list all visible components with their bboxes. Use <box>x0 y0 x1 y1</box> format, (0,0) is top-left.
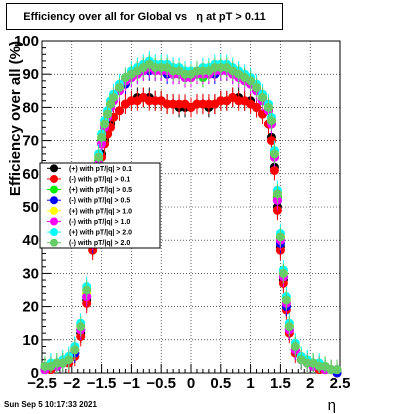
data-point <box>76 322 86 332</box>
legend-label: (+) with pT/|q| > 0.1 <box>69 166 132 173</box>
footer-timestamp: Sun Sep 5 10:17:33 2021 <box>4 400 97 409</box>
data-point <box>278 268 288 278</box>
legend-label: (-) with pT/|q| > 2.0 <box>69 240 130 247</box>
y-tick-label: 30 <box>22 265 39 282</box>
data-point <box>97 132 107 142</box>
legend: (+) with pT/|q| > 0.1 (-) with pT/|q| > 0… <box>39 162 161 249</box>
x-tick-label: −0.5 <box>146 375 176 392</box>
legend-marker <box>50 164 58 173</box>
data-point <box>266 136 276 146</box>
x-tick-label: −1.5 <box>87 375 117 392</box>
legend-marker <box>50 238 58 247</box>
legend-label: (-) with pT/|q| > 1.0 <box>69 219 130 226</box>
x-tick-label: 0 <box>187 375 195 392</box>
data-point <box>275 232 285 242</box>
data-point <box>263 102 273 112</box>
y-tick-label: 0 <box>31 365 39 382</box>
x-tick-label: 1 <box>246 375 254 392</box>
legend-label: (+) with pT/|q| > 0.5 <box>69 187 132 194</box>
legend-marker <box>50 206 58 215</box>
y-tick-label: 90 <box>22 66 39 83</box>
x-tick-label: 0.5 <box>210 375 231 392</box>
data-point <box>252 102 262 112</box>
y-tick-label: 40 <box>22 232 39 249</box>
x-tick-label: 1.5 <box>270 375 291 392</box>
legend-marker <box>50 228 58 237</box>
data-point <box>284 322 294 332</box>
data-point <box>109 92 119 102</box>
data-point <box>266 116 276 126</box>
legend-label: (-) with pT/|q| > 0.1 <box>69 176 130 183</box>
y-tick-label: 10 <box>22 332 39 349</box>
y-tick-label: 80 <box>22 99 39 116</box>
data-point <box>114 106 124 116</box>
legend-box <box>39 162 161 249</box>
x-tick-label: 2.5 <box>330 375 351 392</box>
data-point <box>103 109 113 119</box>
data-point <box>269 149 279 159</box>
data-point <box>290 341 300 351</box>
legend-marker <box>50 174 58 183</box>
y-tick-label: 100 <box>14 33 39 50</box>
data-point <box>258 92 268 102</box>
y-tick-label: 50 <box>22 199 39 216</box>
x-tick-label: −2.5 <box>27 375 57 392</box>
legend-marker <box>50 217 58 226</box>
x-tick-label: −1 <box>123 375 140 392</box>
legend-label: (+) with pT/|q| > 1.0 <box>69 208 132 215</box>
data-point <box>100 119 110 129</box>
x-axis-label: η <box>328 397 336 414</box>
data-point <box>252 82 262 92</box>
x-tick-label: 2 <box>306 375 314 392</box>
data-point <box>269 165 279 175</box>
legend-label: (-) with pT/|q| > 0.5 <box>69 198 130 205</box>
y-tick-label: 70 <box>22 133 39 150</box>
legend-label: (+) with pT/|q| > 2.0 <box>69 230 132 237</box>
x-tick-label: −2 <box>63 375 80 392</box>
data-point <box>332 365 342 375</box>
data-point <box>70 345 80 355</box>
data-point <box>82 285 92 295</box>
data-point <box>246 76 256 86</box>
y-tick-label: 20 <box>22 299 39 316</box>
data-point <box>94 152 104 162</box>
legend-marker <box>50 196 58 205</box>
data-points <box>40 50 342 378</box>
data-point <box>272 189 282 199</box>
data-point <box>114 82 124 92</box>
y-tick-label: 60 <box>22 166 39 183</box>
series-group <box>40 54 342 375</box>
data-point <box>281 295 291 305</box>
data-point <box>64 355 74 365</box>
chart-title: Efficiency over all for Global vs η at p… <box>6 3 283 30</box>
y-axis-label: Efficiency over all (%) <box>7 41 24 196</box>
legend-marker <box>50 185 58 194</box>
